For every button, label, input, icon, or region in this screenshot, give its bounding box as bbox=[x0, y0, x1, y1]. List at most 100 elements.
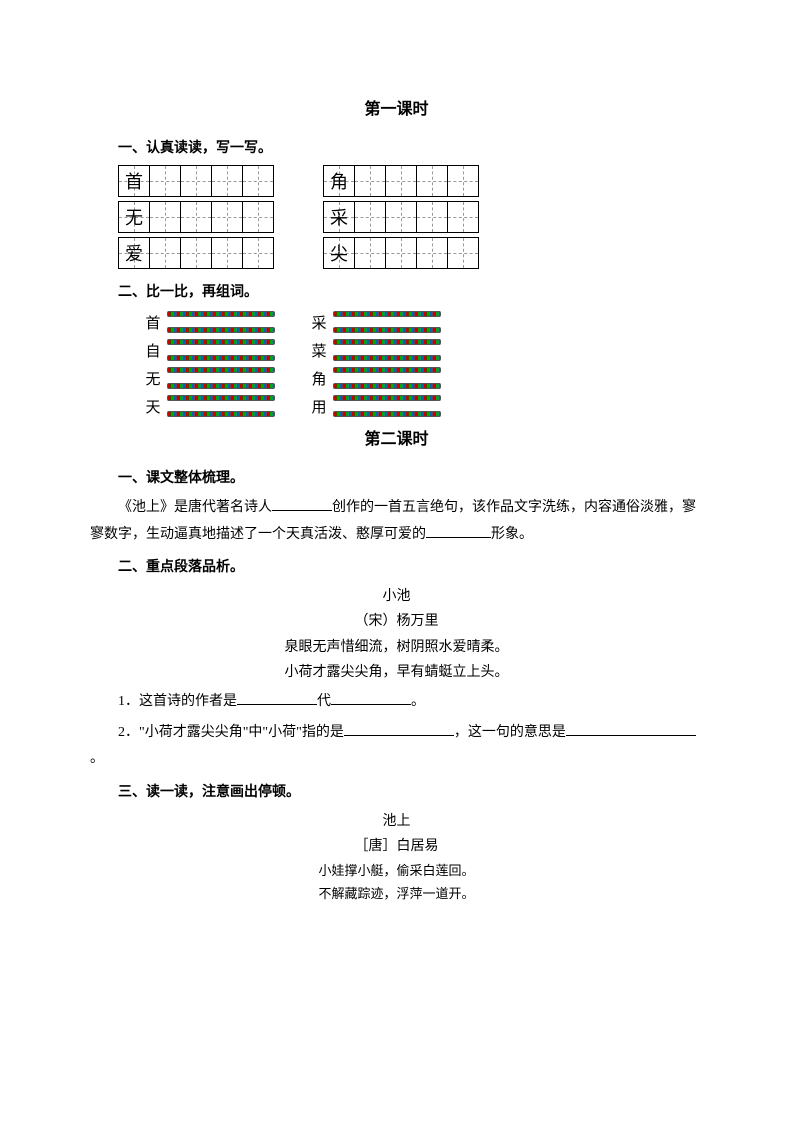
lesson1-title: 第一课时 bbox=[90, 95, 703, 119]
compare-char: 角 bbox=[305, 368, 333, 389]
poem3-title: 池上 bbox=[90, 809, 703, 834]
grid-cell-empty[interactable] bbox=[385, 237, 417, 269]
grid-cell-empty[interactable] bbox=[242, 165, 274, 197]
compare-char: 采 bbox=[305, 312, 333, 333]
q1-mid: 代 bbox=[317, 694, 331, 709]
q2-end: 。 bbox=[90, 751, 104, 766]
compare-row: 首采 bbox=[139, 309, 703, 335]
compare-char: 天 bbox=[139, 396, 167, 417]
poem2-author: （宋）杨万里 bbox=[90, 609, 703, 634]
worksheet-page: 第一课时 一、认真读读，写一写。 首角无采爱尖 二、比一比，再组词。 首采自菜无… bbox=[0, 0, 793, 1122]
grid-cell-empty[interactable] bbox=[242, 237, 274, 269]
grid-row: 爱尖 bbox=[118, 237, 703, 269]
para-suffix: 形象。 bbox=[491, 527, 533, 542]
grid-cell-empty[interactable] bbox=[180, 201, 212, 233]
grid-cell-empty[interactable] bbox=[416, 165, 448, 197]
writing-grid: 首角无采爱尖 bbox=[90, 165, 703, 269]
compare-char: 首 bbox=[139, 312, 167, 333]
poem3-line2: 不解藏踪迹，浮萍一道开。 bbox=[90, 882, 703, 905]
grid-cell-empty[interactable] bbox=[149, 201, 181, 233]
grid-char: 首 bbox=[125, 168, 143, 194]
grid-block: 无 bbox=[118, 201, 273, 233]
section1-head: 一、认真读读，写一写。 bbox=[90, 137, 703, 157]
blank-q2b[interactable] bbox=[566, 721, 696, 736]
compare-row: 无角 bbox=[139, 365, 703, 391]
compare-blank-box[interactable] bbox=[333, 339, 441, 361]
compare-block: 首采自菜无角天用 bbox=[90, 309, 703, 419]
compare-char: 用 bbox=[305, 396, 333, 417]
grid-block: 尖 bbox=[323, 237, 478, 269]
poem3-line1: 小娃撑小艇，偷采白莲回。 bbox=[90, 859, 703, 882]
q2-mid: ，这一句的意思是 bbox=[454, 725, 566, 740]
blank-image[interactable] bbox=[426, 523, 491, 538]
grid-cell-empty[interactable] bbox=[385, 201, 417, 233]
grid-cell-empty[interactable] bbox=[447, 165, 479, 197]
poem2-line1: 泉眼无声惜细流，树阴照水爱晴柔。 bbox=[90, 635, 703, 660]
para-prefix: 《池上》是唐代著名诗人 bbox=[118, 500, 272, 515]
compare-blank-box[interactable] bbox=[167, 395, 275, 417]
compare-row: 自菜 bbox=[139, 337, 703, 363]
grid-row: 首角 bbox=[118, 165, 703, 197]
poem2-line2: 小荷才露尖尖角，早有蜻蜓立上头。 bbox=[90, 660, 703, 685]
grid-cell-char: 爱 bbox=[118, 237, 150, 269]
grid-cell-empty[interactable] bbox=[447, 201, 479, 233]
grid-cell-char: 无 bbox=[118, 201, 150, 233]
grid-cell-empty[interactable] bbox=[211, 165, 243, 197]
grid-cell-empty[interactable] bbox=[180, 165, 212, 197]
compare-blank-box[interactable] bbox=[333, 395, 441, 417]
grid-cell-char: 首 bbox=[118, 165, 150, 197]
grid-block: 首 bbox=[118, 165, 273, 197]
compare-char: 菜 bbox=[305, 340, 333, 361]
poem3-author: ［唐］白居易 bbox=[90, 834, 703, 859]
blank-author[interactable] bbox=[272, 496, 332, 511]
blank-q1a[interactable] bbox=[237, 690, 317, 705]
q2: 2．"小荷才露尖尖角"中"小荷"指的是 ，这一句的意思是。 bbox=[90, 720, 703, 773]
grid-cell-empty[interactable] bbox=[354, 201, 386, 233]
compare-blank-box[interactable] bbox=[167, 339, 275, 361]
grid-cell-empty[interactable] bbox=[180, 237, 212, 269]
grid-cell-empty[interactable] bbox=[149, 165, 181, 197]
grid-cell-char: 采 bbox=[323, 201, 355, 233]
blank-q1b[interactable] bbox=[331, 690, 411, 705]
blank-q2a[interactable] bbox=[344, 721, 454, 736]
l2-section3-head: 三、读一读，注意画出停顿。 bbox=[90, 781, 703, 801]
grid-char: 爱 bbox=[125, 240, 143, 266]
grid-cell-empty[interactable] bbox=[416, 237, 448, 269]
grid-block: 角 bbox=[323, 165, 478, 197]
grid-char: 无 bbox=[125, 204, 143, 230]
compare-blank-box[interactable] bbox=[167, 311, 275, 333]
grid-char: 尖 bbox=[330, 240, 348, 266]
l2-s1-para: 《池上》是唐代著名诗人创作的一首五言绝句，该作品文字洗练，内容通俗淡雅，寥寥数字… bbox=[90, 495, 703, 548]
grid-cell-empty[interactable] bbox=[211, 237, 243, 269]
q1: 1．这首诗的作者是 代 。 bbox=[90, 689, 703, 716]
l2-section1-head: 一、课文整体梳理。 bbox=[90, 467, 703, 487]
grid-cell-empty[interactable] bbox=[385, 165, 417, 197]
compare-char: 自 bbox=[139, 340, 167, 361]
compare-blank-box[interactable] bbox=[333, 311, 441, 333]
grid-cell-char: 尖 bbox=[323, 237, 355, 269]
section2-head: 二、比一比，再组词。 bbox=[90, 281, 703, 301]
poem2-title: 小池 bbox=[90, 584, 703, 609]
grid-cell-empty[interactable] bbox=[447, 237, 479, 269]
grid-cell-empty[interactable] bbox=[149, 237, 181, 269]
grid-block: 采 bbox=[323, 201, 478, 233]
grid-cell-empty[interactable] bbox=[354, 237, 386, 269]
lesson2-title: 第二课时 bbox=[90, 425, 703, 449]
grid-cell-empty[interactable] bbox=[354, 165, 386, 197]
grid-cell-empty[interactable] bbox=[211, 201, 243, 233]
l2-section2-head: 二、重点段落品析。 bbox=[90, 556, 703, 576]
compare-char: 无 bbox=[139, 368, 167, 389]
q1-end: 。 bbox=[411, 694, 425, 709]
grid-row: 无采 bbox=[118, 201, 703, 233]
compare-blank-box[interactable] bbox=[167, 367, 275, 389]
q1-pre: 1．这首诗的作者是 bbox=[118, 694, 237, 709]
grid-char: 角 bbox=[330, 168, 348, 194]
compare-blank-box[interactable] bbox=[333, 367, 441, 389]
grid-cell-empty[interactable] bbox=[416, 201, 448, 233]
q2-pre: 2．"小荷才露尖尖角"中"小荷"指的是 bbox=[118, 725, 344, 740]
compare-row: 天用 bbox=[139, 393, 703, 419]
grid-char: 采 bbox=[330, 204, 348, 230]
grid-cell-empty[interactable] bbox=[242, 201, 274, 233]
grid-cell-char: 角 bbox=[323, 165, 355, 197]
grid-block: 爱 bbox=[118, 237, 273, 269]
